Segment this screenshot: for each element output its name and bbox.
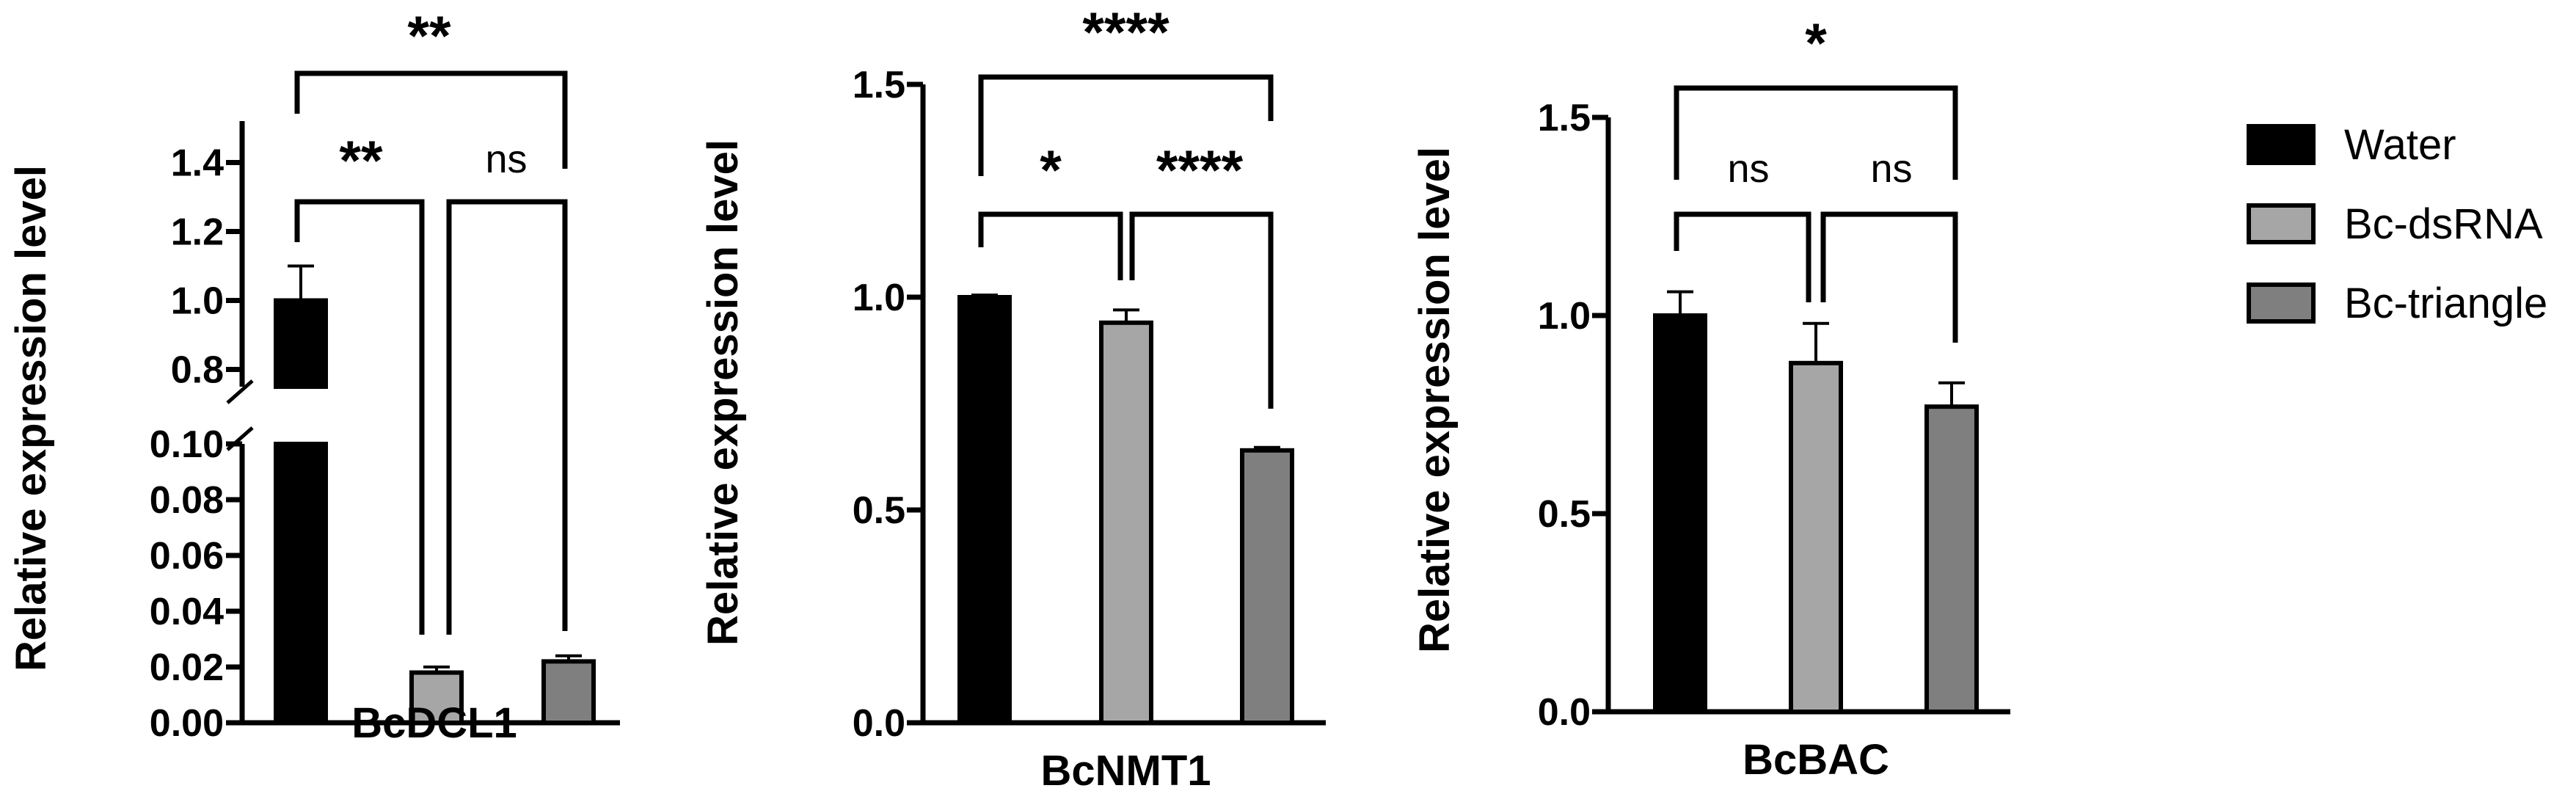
y-tick-label: 1.0 (853, 277, 905, 319)
ns-label: ns (1727, 147, 1769, 191)
y-axis-label: Relative expression level (699, 139, 747, 646)
legend-swatch-bc-dsrna (2247, 203, 2316, 244)
significance-bracket (1674, 85, 1958, 180)
significance-stars: ** (407, 5, 451, 68)
bar-bc-triangle (1240, 448, 1294, 725)
bar-water (957, 295, 1012, 725)
x-axis-label: BcNMT1 (1040, 747, 1211, 795)
legend: Water Bc-dsRNA Bc-triangle (2247, 121, 2547, 327)
y-tick-label: 1.2 (171, 211, 224, 254)
legend-swatch-water (2247, 124, 2316, 165)
significance-bracket (446, 199, 568, 635)
ns-label: ns (1870, 147, 1912, 191)
significance-bracket (294, 199, 425, 635)
panel-bcdcl1: Relative expression level 0.00 0.02 0.04 0.0… (7, 5, 620, 747)
y-axis-label: Relative expression level (1411, 147, 1459, 653)
panel-bcbac: Relative expression level 0.0 0.5 1.0 1.5 * ns… (1411, 12, 2010, 784)
significance-bracket (1129, 211, 1274, 409)
bar-water (274, 298, 328, 389)
significance-stars: * (1040, 139, 1062, 202)
y-tick-label: 0.8 (171, 349, 224, 392)
significance-bracket (978, 211, 1123, 280)
x-axis-label: BcBAC (1743, 736, 1889, 784)
significance-stars: * (1805, 12, 1827, 75)
significance-bracket (1820, 211, 1958, 343)
x-axis-label: BcDCL1 (351, 699, 517, 747)
bar-bc-dsrna (409, 670, 464, 725)
y-tick-label: 0.5 (1538, 493, 1591, 536)
y-tick-label: 0.5 (853, 489, 905, 532)
y-tick-label: 0.06 (150, 535, 224, 577)
legend-swatch-bc-triangle (2247, 282, 2316, 324)
y-tick-label: 0.04 (150, 591, 224, 633)
bar-bc-triangle (541, 659, 596, 726)
bar-water (1653, 313, 1707, 714)
y-tick-label: 1.4 (171, 142, 224, 185)
significance-bracket (978, 74, 1274, 176)
y-tick-label: 1.0 (1538, 295, 1591, 338)
significance-bracket (294, 70, 568, 169)
bar-water (274, 442, 328, 725)
y-axis-label: Relative expression level (7, 165, 55, 671)
legend-label: Bc-triangle (2344, 280, 2547, 327)
significance-bracket (1674, 211, 1811, 302)
y-tick-label: 1.5 (1538, 97, 1591, 139)
y-tick-label: 0.0 (853, 702, 905, 745)
significance-stars: **** (1082, 1, 1170, 64)
significance-stars: **** (1156, 139, 1244, 202)
y-tick-label: 0.10 (150, 423, 224, 466)
bar-bc-dsrna (1789, 360, 1843, 714)
axis-break-mark (226, 379, 254, 404)
legend-label: Water (2344, 121, 2456, 169)
panel-bcnmt1: Relative expression level0.00.51.01.5***… (699, 1, 1326, 795)
significance-stars: ** (339, 130, 383, 192)
bar-bc-triangle (1924, 404, 1979, 714)
y-tick-label: 0.00 (150, 702, 224, 745)
ns-label: ns (485, 137, 527, 181)
bar-bc-dsrna (1099, 320, 1153, 725)
y-tick-label: 0.0 (1538, 691, 1591, 734)
y-tick-label: 0.08 (150, 479, 224, 522)
y-tick-label: 1.0 (171, 280, 224, 323)
legend-label: Bc-dsRNA (2344, 200, 2543, 248)
y-tick-label: 1.5 (853, 64, 905, 106)
y-tick-label: 0.02 (150, 646, 224, 689)
